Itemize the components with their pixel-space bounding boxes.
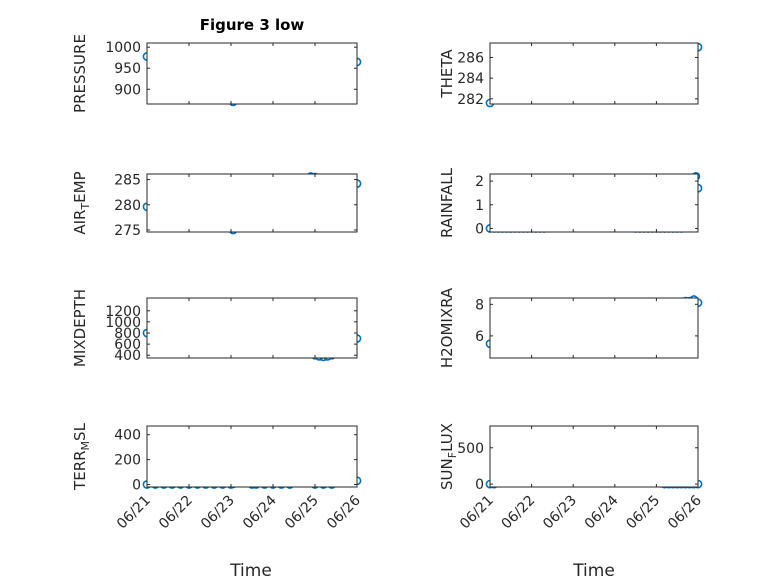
- x-tick-label: 06/23: [540, 493, 580, 533]
- y-tick-label: 400: [114, 428, 141, 444]
- x-tick-label: 06/24: [240, 492, 280, 532]
- x-tick-label: 06/24: [582, 492, 622, 532]
- subplot-terr-msl: 0 200 400 TERRMSL 06/21 06/22 06/23 06/24 06/25 0…: [71, 422, 364, 532]
- y-tick-label: 950: [114, 61, 141, 77]
- axes-frame: [146, 173, 358, 233]
- y-tick-label: 8: [475, 297, 484, 313]
- y-axis-label: SUNFLUX: [438, 423, 459, 490]
- x-tick-label: 06/26: [665, 492, 705, 532]
- y-tick-label: 400: [114, 348, 141, 364]
- axes-frame: [489, 173, 699, 233]
- y-tick-label: 800: [114, 326, 141, 342]
- y-tick-label: 275: [114, 223, 141, 239]
- y-axis-label: PRESSURE: [71, 34, 89, 113]
- x-tick-label: 06/26: [324, 492, 364, 532]
- figure-title: Figure 3 low: [200, 16, 305, 34]
- x-tick-label: 06/25: [282, 493, 322, 533]
- y-axis-label: AIRTEMP: [71, 171, 92, 234]
- y-tick-label: 284: [457, 71, 484, 87]
- axes-frame: [489, 42, 699, 105]
- subplot-rainfall: 0 1 2 RAINFALL: [438, 167, 703, 238]
- y-axis-label: RAINFALL: [438, 167, 456, 238]
- y-tick-label: 282: [457, 92, 484, 108]
- axes-frame: [146, 297, 358, 359]
- y-tick-label: 280: [114, 198, 141, 214]
- y-axis-label: MIXDEPTH: [71, 289, 89, 367]
- y-tick-label: 900: [114, 82, 141, 98]
- y-tick-label: 0: [475, 221, 484, 237]
- y-tick-label: 1000: [105, 40, 141, 56]
- y-axis-label: H2OMIXRA: [438, 287, 456, 368]
- axes-frame: [489, 297, 699, 359]
- y-tick-label: 0: [132, 478, 141, 494]
- y-tick-label: 600: [114, 337, 141, 353]
- axes-frame: [146, 42, 358, 105]
- axes-frame: [146, 425, 358, 488]
- y-tick-label: 285: [114, 173, 141, 189]
- x-axis-label-right: Time: [572, 561, 615, 581]
- y-tick-label: 2: [475, 174, 484, 190]
- y-tick-label: 500: [457, 441, 484, 457]
- x-axis-label-left: Time: [229, 561, 272, 581]
- y-tick-label: 1: [475, 198, 484, 214]
- y-tick-label: 0: [475, 477, 484, 493]
- subplot-pressure: 900 950 1000 PRESSURE: [71, 34, 362, 113]
- x-tick-label: 06/25: [623, 493, 663, 533]
- x-tick-label: 06/21: [457, 493, 497, 533]
- axes-frame: [489, 425, 699, 488]
- y-tick-label: 286: [457, 50, 484, 66]
- y-axis-label: TERRMSL: [71, 422, 92, 491]
- x-tick-label: 06/21: [114, 493, 154, 533]
- x-tick-label: 06/22: [156, 493, 196, 533]
- subplot-h2omixra: 6 8 H2OMIXRA: [438, 287, 703, 368]
- subplot-air-temp: 275 280 285 AIRTEMP: [71, 171, 362, 239]
- y-tick-label: 6: [475, 329, 484, 345]
- y-tick-label: 1000: [105, 315, 141, 331]
- x-tick-label: 06/22: [499, 493, 539, 533]
- y-tick-label: 1200: [105, 304, 141, 320]
- y-tick-label: 200: [114, 453, 141, 469]
- x-tick-label: 06/23: [198, 493, 238, 533]
- y-axis-label: THETA: [438, 49, 456, 99]
